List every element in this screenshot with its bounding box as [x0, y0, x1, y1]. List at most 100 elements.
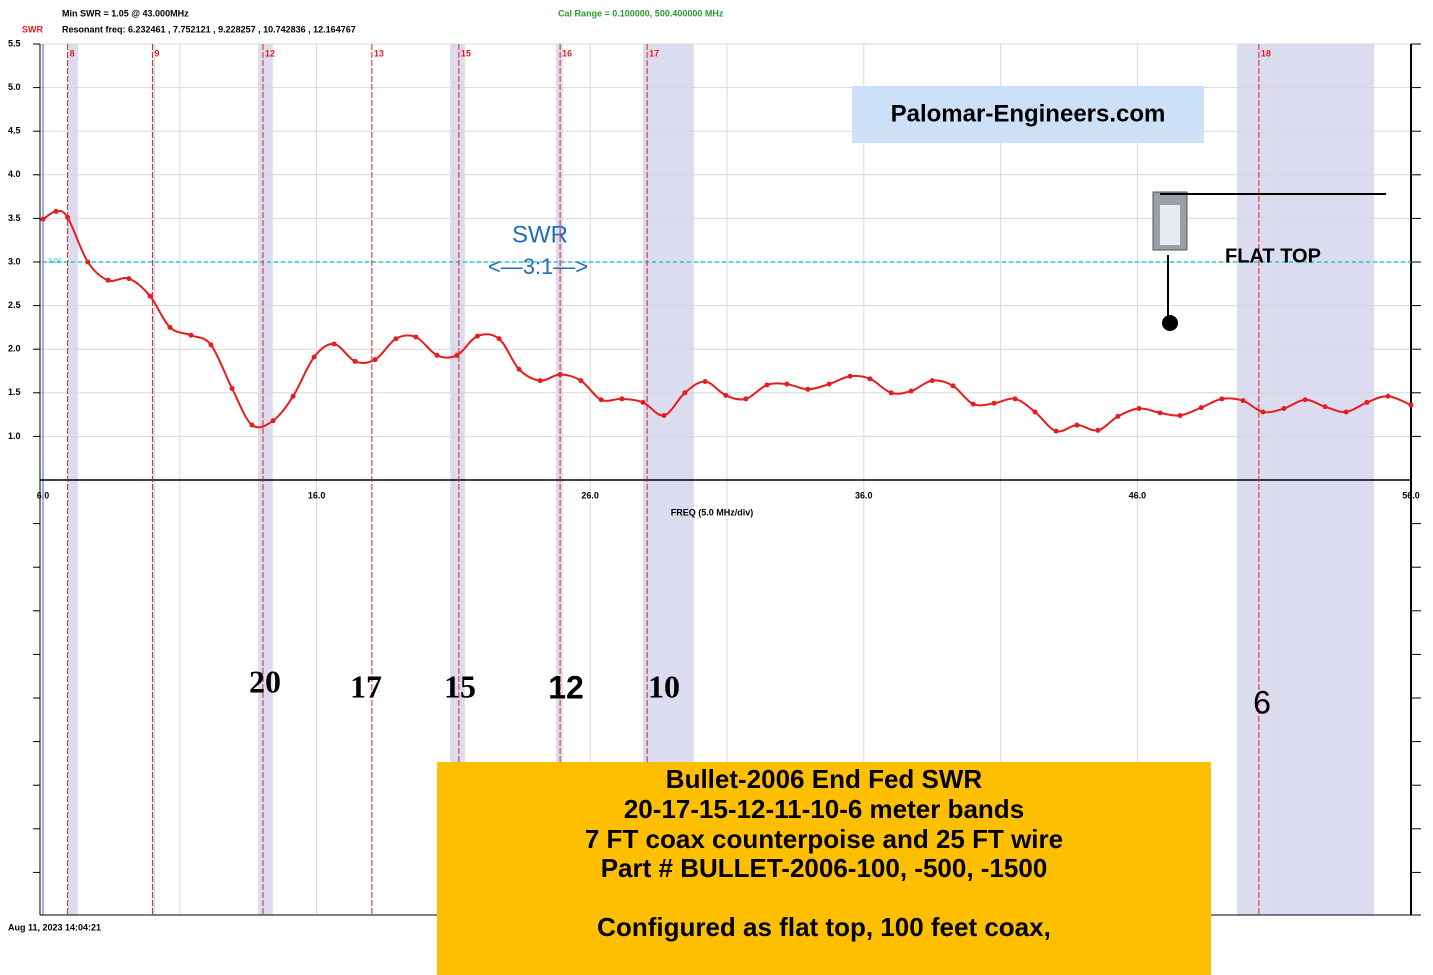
data-point [538, 378, 543, 383]
data-point [41, 217, 46, 222]
data-point [250, 423, 255, 428]
data-point [641, 400, 646, 405]
data-point [373, 357, 378, 362]
y-tick-label: 4.0 [8, 169, 21, 179]
data-point [1054, 429, 1059, 434]
resonant-freq: Resonant freq: 6.232461 , 7.752121 , 9.2… [62, 24, 356, 34]
data-point [558, 372, 563, 377]
y-tick-label: 1.0 [8, 431, 21, 441]
data-point [1344, 409, 1349, 414]
band-label: 20 [249, 663, 281, 699]
y-tick-label: 5.0 [8, 82, 21, 92]
timestamp: Aug 11, 2023 14:04:21 [8, 922, 101, 932]
marker-label: 13 [374, 48, 384, 58]
data-point [1386, 394, 1391, 399]
marker-label: 15 [461, 48, 471, 58]
data-point [1178, 413, 1183, 418]
data-point [393, 336, 398, 341]
data-point [909, 389, 914, 394]
data-point [992, 401, 997, 406]
info-line: Configured as flat top, 100 feet coax, [597, 912, 1051, 942]
marker-label: 9 [154, 48, 159, 58]
info-line: Bullet-2006 End Fed SWR [666, 764, 983, 794]
data-point [189, 333, 194, 338]
x-tick-label: 26.0 [581, 490, 599, 500]
data-point [1199, 405, 1204, 410]
data-point [1158, 410, 1163, 415]
data-point [764, 382, 769, 387]
x-tick-label: 46.0 [1129, 490, 1147, 500]
data-point [805, 387, 810, 392]
data-point [743, 396, 748, 401]
data-point [703, 379, 708, 384]
data-point [930, 378, 935, 383]
data-point [950, 383, 955, 388]
info-line: 20-17-15-12-11-10-6 meter bands [624, 794, 1024, 824]
data-point [1303, 397, 1308, 402]
data-point [1409, 403, 1414, 408]
data-point [662, 413, 667, 418]
marker-label: 16 [562, 48, 572, 58]
logo: Palomar-Engineers.com [891, 100, 1166, 127]
data-point [65, 215, 70, 220]
min-swr: Min SWR = 1.05 @ 43.000MHz [62, 8, 189, 18]
data-point [682, 390, 687, 395]
reference-label: 3.00 [48, 258, 62, 265]
data-point [291, 394, 296, 399]
data-point [497, 336, 502, 341]
flat-top-note: FLAT TOP [1225, 245, 1321, 267]
band-label: 15 [444, 668, 476, 704]
y-tick-label: 2.5 [8, 300, 21, 310]
data-point [1260, 409, 1265, 414]
data-point [475, 334, 480, 339]
y-tick-label: 1.5 [8, 387, 21, 397]
data-point [889, 390, 894, 395]
feed-point [1162, 315, 1178, 331]
data-point [434, 353, 439, 358]
data-point [147, 294, 152, 299]
marker-label: 8 [70, 48, 75, 58]
data-point [1364, 400, 1369, 405]
data-point [848, 374, 853, 379]
data-point [353, 359, 358, 364]
data-point [868, 376, 873, 381]
data-point [578, 378, 583, 383]
data-point [784, 382, 789, 387]
y-tick-label: 3.0 [8, 256, 21, 266]
marker-label: 12 [265, 48, 275, 58]
data-point [126, 276, 131, 281]
data-point [599, 397, 604, 402]
data-point [230, 386, 235, 391]
ratio-note: <—3:1—> [488, 254, 588, 279]
data-point [312, 355, 317, 360]
cal-range: Cal Range = 0.100000, 500.400000 MHz [558, 8, 724, 18]
x-tick-label: 16.0 [308, 490, 326, 500]
data-point [619, 396, 624, 401]
band-label: 12 [548, 669, 584, 705]
data-point [1323, 404, 1328, 409]
marker-label: 18 [1261, 48, 1271, 58]
marker-label: 17 [649, 48, 659, 58]
data-point [454, 353, 459, 358]
data-point [271, 418, 276, 423]
y-tick-label: 4.5 [8, 126, 21, 136]
data-point [517, 367, 522, 372]
y-axis-label: SWR [22, 24, 43, 34]
data-point [85, 260, 90, 265]
info-line: Part # BULLET-2006-100, -500, -1500 [601, 853, 1048, 883]
data-point [1074, 423, 1079, 428]
x-axis-label: FREQ (5.0 MHz/div) [671, 507, 754, 517]
data-point [1219, 396, 1224, 401]
x-tick-label: 36.0 [855, 490, 873, 500]
data-point [1115, 414, 1120, 419]
data-point [1241, 398, 1246, 403]
swr-note: SWR [512, 221, 568, 248]
data-point [332, 341, 337, 346]
data-point [723, 393, 728, 398]
data-point [1282, 406, 1287, 411]
band-label: 6 [1253, 684, 1271, 720]
data-point [1137, 406, 1142, 411]
data-point [827, 382, 832, 387]
data-point [971, 402, 976, 407]
band-label: 17 [350, 668, 382, 704]
